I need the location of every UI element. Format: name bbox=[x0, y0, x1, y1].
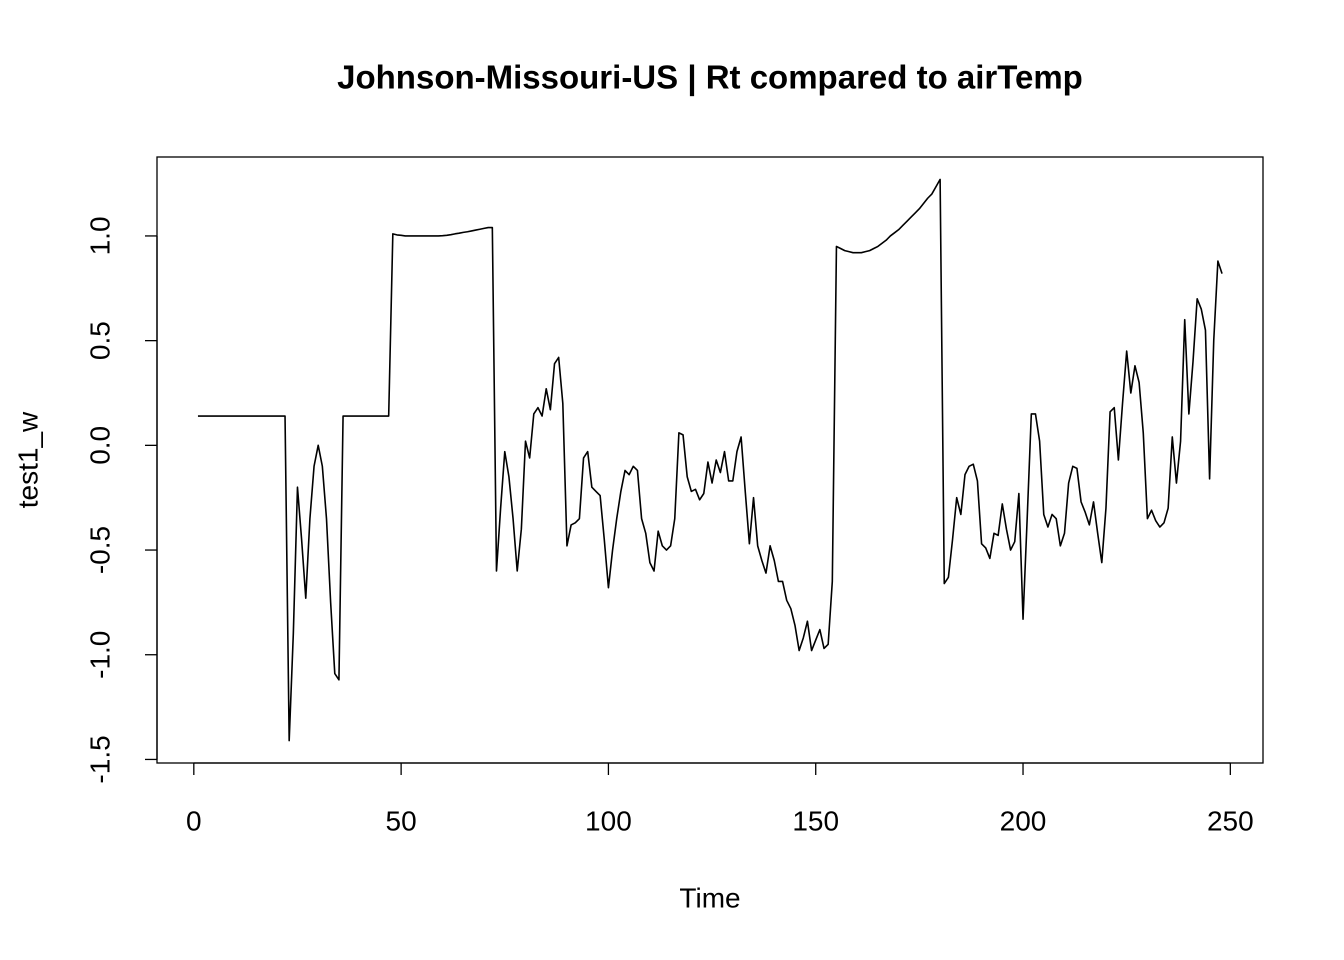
y-tick-label: 0.0 bbox=[84, 426, 115, 465]
y-axis-label: test1_w bbox=[12, 411, 43, 508]
y-tick-label: -0.5 bbox=[84, 526, 115, 574]
x-tick-label: 200 bbox=[1000, 805, 1047, 836]
y-tick-label: -1.5 bbox=[84, 735, 115, 783]
y-tick-label: 1.0 bbox=[84, 216, 115, 255]
x-tick-label: 150 bbox=[792, 805, 839, 836]
plot-box bbox=[156, 156, 1264, 764]
y-tick-label: 0.5 bbox=[84, 321, 115, 360]
chart-title: Johnson-Missouri-US | Rt compared to air… bbox=[337, 59, 1083, 96]
x-tick-label: 100 bbox=[585, 805, 632, 836]
data-line bbox=[197, 178, 1223, 742]
x-axis-label: Time bbox=[679, 882, 740, 913]
y-tick-label: -1.0 bbox=[84, 631, 115, 679]
x-tick-label: 250 bbox=[1207, 805, 1254, 836]
x-tick-label: 50 bbox=[386, 805, 417, 836]
x-tick-label: 0 bbox=[186, 805, 202, 836]
